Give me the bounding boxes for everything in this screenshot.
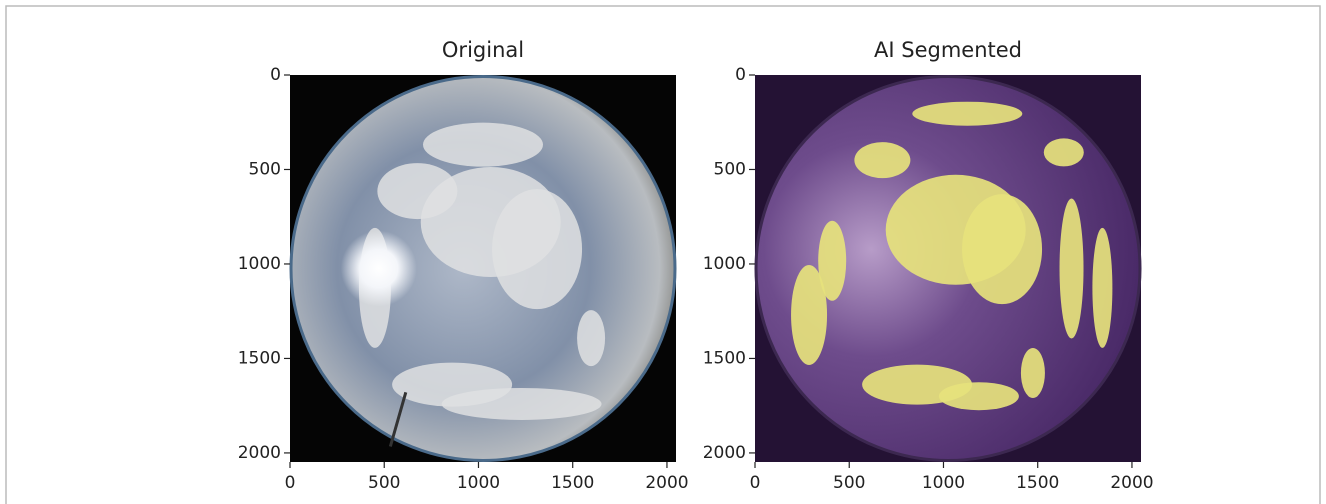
y-tick-label: 2000 [238, 443, 281, 463]
segmented-cloud [1043, 138, 1084, 167]
cloud [377, 163, 458, 220]
x-tick-label: 2000 [1110, 473, 1153, 493]
y-tick-label: 1500 [703, 348, 746, 368]
panel-title: AI Segmented [874, 38, 1022, 62]
x-tick-label: 1500 [1016, 473, 1059, 493]
y-tick-label: 0 [735, 65, 746, 85]
segmented-cloud [962, 194, 1043, 305]
x-tick-label: 1000 [457, 473, 500, 493]
x-tick-label: 0 [750, 473, 761, 493]
sun [340, 230, 417, 307]
y-tick-label: 0 [270, 65, 281, 85]
x-tick-label: 1000 [922, 473, 965, 493]
segmented-cloud [818, 220, 847, 301]
mast [388, 391, 408, 447]
segmented-cloud [912, 101, 1023, 126]
segmented-cloud [938, 382, 1019, 411]
y-tick-label: 1500 [238, 348, 281, 368]
segmented-cloud [1020, 347, 1045, 398]
segmented-cloud [791, 264, 828, 365]
y-tick-label: 1000 [703, 254, 746, 274]
segmented-cloud [1092, 227, 1113, 348]
cloud [423, 122, 543, 167]
cloud [577, 310, 606, 367]
cloud [492, 189, 583, 310]
x-tick-label: 500 [833, 473, 865, 493]
y-tick-label: 500 [249, 159, 281, 179]
y-tick-label: 1000 [238, 254, 281, 274]
segmented-cloud [854, 142, 911, 179]
x-tick-label: 1500 [551, 473, 594, 493]
x-tick-label: 500 [368, 473, 400, 493]
cloud [441, 387, 602, 420]
x-tick-label: 2000 [645, 473, 688, 493]
segmented-cloud [1059, 198, 1084, 339]
y-tick-label: 500 [714, 159, 746, 179]
frame [5, 5, 1321, 504]
x-tick-label: 0 [285, 473, 296, 493]
y-tick-label: 2000 [703, 443, 746, 463]
panel-title: Original [442, 38, 524, 62]
